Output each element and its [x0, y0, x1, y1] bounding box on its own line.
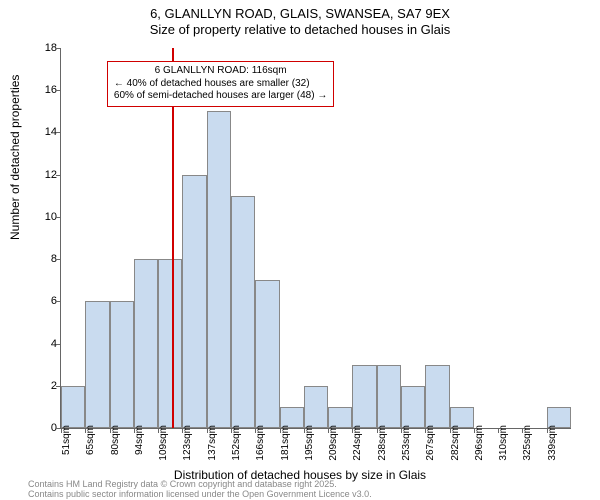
x-tick-mark: [401, 428, 402, 433]
histogram-bar: [182, 175, 206, 428]
x-tick-mark: [85, 428, 86, 433]
y-tick-mark: [56, 175, 61, 176]
annotation-line2: ← 40% of detached houses are smaller (32…: [114, 78, 327, 91]
title-subtitle: Size of property relative to detached ho…: [0, 22, 600, 38]
y-tick-label: 2: [33, 380, 57, 392]
x-tick-label: 339sqm: [547, 425, 558, 461]
histogram-bar: [304, 386, 328, 428]
x-tick-label: 123sqm: [182, 425, 193, 461]
x-tick-label: 51sqm: [61, 425, 72, 455]
footer-line2: Contains public sector information licen…: [28, 490, 372, 500]
x-tick-label: 282sqm: [450, 425, 461, 461]
y-tick-mark: [56, 132, 61, 133]
histogram-bar: [401, 386, 425, 428]
footer-attribution: Contains HM Land Registry data © Crown c…: [28, 480, 372, 500]
x-tick-mark: [110, 428, 111, 433]
chart-container: 6, GLANLLYN ROAD, GLAIS, SWANSEA, SA7 9E…: [0, 0, 600, 500]
x-tick-mark: [134, 428, 135, 433]
histogram-bar: [255, 280, 279, 428]
x-tick-label: 80sqm: [110, 425, 121, 455]
histogram-bar: [61, 386, 85, 428]
y-tick-label: 4: [33, 338, 57, 350]
x-tick-label: 267sqm: [425, 425, 436, 461]
x-tick-label: 238sqm: [377, 425, 388, 461]
x-tick-mark: [425, 428, 426, 433]
annotation-line1: 6 GLANLLYN ROAD: 116sqm: [114, 65, 327, 78]
y-tick-mark: [56, 344, 61, 345]
y-tick-label: 6: [33, 295, 57, 307]
x-tick-label: 152sqm: [231, 425, 242, 461]
x-tick-mark: [231, 428, 232, 433]
y-tick-mark: [56, 90, 61, 91]
x-tick-mark: [450, 428, 451, 433]
x-tick-mark: [522, 428, 523, 433]
annotation-box: 6 GLANLLYN ROAD: 116sqm← 40% of detached…: [107, 61, 334, 107]
x-tick-label: 195sqm: [304, 425, 315, 461]
x-tick-label: 325sqm: [522, 425, 533, 461]
histogram-bar: [425, 365, 449, 428]
x-tick-mark: [61, 428, 62, 433]
x-tick-label: 109sqm: [158, 425, 169, 461]
y-axis-label: Number of detached properties: [8, 75, 22, 240]
y-tick-mark: [56, 217, 61, 218]
x-tick-label: 181sqm: [280, 425, 291, 461]
x-tick-mark: [377, 428, 378, 433]
x-tick-label: 253sqm: [401, 425, 412, 461]
x-tick-label: 296sqm: [474, 425, 485, 461]
x-tick-label: 310sqm: [498, 425, 509, 461]
x-tick-label: 65sqm: [85, 425, 96, 455]
y-tick-label: 8: [33, 253, 57, 265]
histogram-bar: [85, 301, 109, 428]
title-address: 6, GLANLLYN ROAD, GLAIS, SWANSEA, SA7 9E…: [0, 6, 600, 22]
x-tick-label: 137sqm: [207, 425, 218, 461]
histogram-bar: [110, 301, 134, 428]
x-tick-mark: [474, 428, 475, 433]
x-tick-mark: [182, 428, 183, 433]
annotation-line3: 60% of semi-detached houses are larger (…: [114, 90, 327, 103]
y-tick-mark: [56, 301, 61, 302]
histogram-bar: [158, 259, 182, 428]
x-tick-label: 166sqm: [255, 425, 266, 461]
histogram-bar: [134, 259, 158, 428]
y-tick-mark: [56, 259, 61, 260]
x-tick-label: 224sqm: [352, 425, 363, 461]
x-tick-mark: [158, 428, 159, 433]
y-tick-label: 18: [33, 42, 57, 54]
x-tick-mark: [498, 428, 499, 433]
y-tick-label: 16: [33, 84, 57, 96]
y-tick-label: 10: [33, 211, 57, 223]
x-tick-mark: [207, 428, 208, 433]
y-tick-label: 0: [33, 422, 57, 434]
x-tick-mark: [547, 428, 548, 433]
title-block: 6, GLANLLYN ROAD, GLAIS, SWANSEA, SA7 9E…: [0, 0, 600, 39]
y-tick-label: 12: [33, 169, 57, 181]
x-tick-mark: [352, 428, 353, 433]
x-tick-mark: [255, 428, 256, 433]
histogram-bar: [231, 196, 255, 428]
histogram-bar: [207, 111, 231, 428]
chart-plot-area: 02468101214161851sqm65sqm80sqm94sqm109sq…: [60, 48, 571, 429]
y-tick-mark: [56, 48, 61, 49]
x-tick-label: 209sqm: [328, 425, 339, 461]
x-tick-mark: [328, 428, 329, 433]
x-tick-label: 94sqm: [134, 425, 145, 455]
y-tick-label: 14: [33, 126, 57, 138]
x-tick-mark: [280, 428, 281, 433]
histogram-bar: [377, 365, 401, 428]
histogram-bar: [352, 365, 376, 428]
x-tick-mark: [304, 428, 305, 433]
